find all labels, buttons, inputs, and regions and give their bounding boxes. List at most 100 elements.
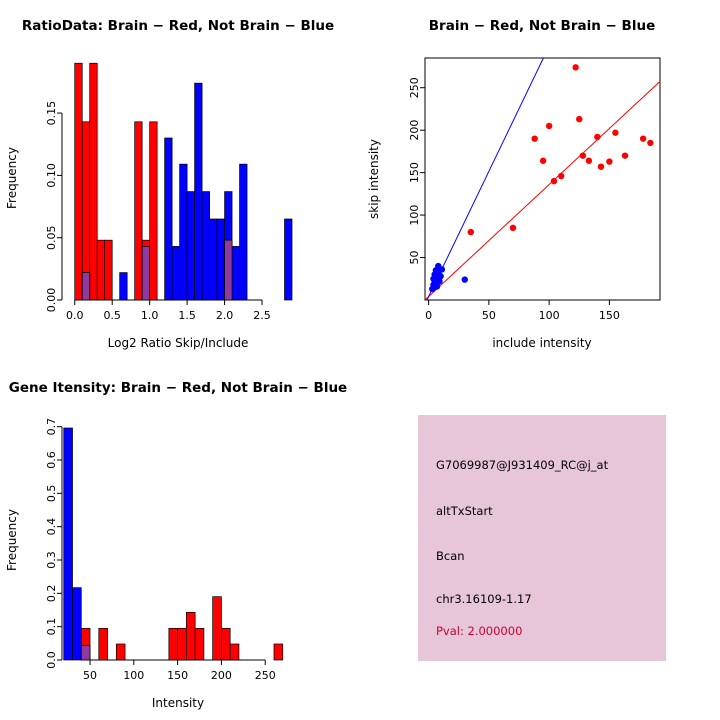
y-tick-label: 0.5 xyxy=(45,485,58,503)
x-tick-label: 50 xyxy=(482,309,496,322)
y-tick-label: 0.4 xyxy=(45,518,58,536)
hist-bar xyxy=(186,191,195,301)
x-tick-label: 250 xyxy=(255,669,276,682)
x-tick-label: 200 xyxy=(211,669,232,682)
hist-bar xyxy=(201,191,210,301)
hist-bar xyxy=(194,627,205,661)
data-point xyxy=(467,228,474,236)
y-tick-label: 0.6 xyxy=(45,451,58,469)
x-tick-label: 100 xyxy=(123,669,144,682)
hist-bar xyxy=(134,121,143,301)
gene-intensity-chart: Gene Itensity: Brain − Red, Not Brain − … xyxy=(5,380,347,710)
hist-bar xyxy=(177,627,187,661)
fit-line xyxy=(425,81,660,300)
y-tick-label: 0.00 xyxy=(45,288,58,313)
x-tick-label: 0 xyxy=(425,309,432,322)
data-point xyxy=(550,177,558,185)
hist-bar xyxy=(284,218,293,301)
hist-bar xyxy=(96,239,106,301)
data-point xyxy=(461,276,468,283)
hist-bar xyxy=(168,627,178,661)
panel-ratio-histogram: RatioData: Brain − Red, Not Brain − Blue… xyxy=(0,0,360,360)
data-point xyxy=(539,157,547,164)
hist-bar-overlap xyxy=(81,272,91,301)
hist-bar xyxy=(115,643,126,661)
hist-bar xyxy=(171,246,180,301)
hist-bar xyxy=(98,627,108,661)
x-tick-label: 100 xyxy=(539,309,560,322)
chart-title: Gene Itensity: Brain − Red, Not Brain − … xyxy=(9,380,347,396)
ratio-histogram-chart: RatioData: Brain − Red, Not Brain − Blue… xyxy=(5,18,334,350)
hist-bar-overlap xyxy=(80,645,91,661)
data-point xyxy=(531,135,538,142)
x-tick-label: 2.0 xyxy=(216,309,234,322)
hist-bar xyxy=(212,596,222,661)
y-axis-title: Frequency xyxy=(5,147,19,209)
data-point xyxy=(436,278,443,285)
x-tick-label: 1.0 xyxy=(141,309,159,322)
data-point xyxy=(606,158,613,165)
hist-bar xyxy=(239,163,248,301)
data-point xyxy=(579,152,587,159)
data-point xyxy=(597,163,605,170)
hist-bar xyxy=(119,272,128,301)
x-tick-label: 1.5 xyxy=(178,309,196,322)
y-tick-label: 0.15 xyxy=(45,101,58,126)
plot-area: 0 50 100 150 50 100 150 200 250 xyxy=(408,57,661,322)
x-tick-label: 0.0 xyxy=(66,309,84,322)
x-tick-label: 150 xyxy=(167,669,188,682)
x-tick-label: 150 xyxy=(599,309,620,322)
data-point xyxy=(509,224,517,232)
data-point xyxy=(433,283,441,290)
y-tick-label: 0.05 xyxy=(45,225,58,250)
y-tick-label: 0.0 xyxy=(45,651,58,669)
location-text: chr3.16109-1.17 xyxy=(436,592,532,606)
y-tick-label: 0.7 xyxy=(45,418,58,436)
panel-gene-intensity-histogram: Gene Itensity: Brain − Red, Not Brain − … xyxy=(0,360,360,720)
x-axis-title: Log2 Ratio Skip/Include xyxy=(108,336,249,350)
data-point xyxy=(572,64,579,71)
fit-line xyxy=(426,58,544,300)
chart-title: RatioData: Brain − Red, Not Brain − Blue xyxy=(22,18,334,34)
x-axis-title: include intensity xyxy=(492,336,591,350)
data-point xyxy=(647,139,654,147)
hist-bar xyxy=(72,587,82,661)
splice-type-text: altTxStart xyxy=(436,504,493,518)
hist-bar xyxy=(229,643,240,661)
hist-bar xyxy=(186,611,196,661)
y-tick-label: 100 xyxy=(408,205,421,226)
plot-area: 50 100 150 200 250 0.0 0.1 0.2 0.3 0.4 0.5 0.6 0.7 xyxy=(45,418,284,682)
y-tick-label: 0.10 xyxy=(45,163,58,188)
data-point xyxy=(639,135,647,142)
hist-bar xyxy=(194,82,203,301)
hist-bar xyxy=(231,246,240,301)
hist-bar-overlap xyxy=(224,239,233,301)
hist-bar-overlap xyxy=(141,246,151,301)
pval-text: Pval: 2.000000 xyxy=(436,624,523,638)
info-panel-box: G7069987@J931409_RC@j_at altTxStart Bcan… xyxy=(418,415,666,661)
y-tick-label: 200 xyxy=(408,120,421,141)
gene-name-text: Bcan xyxy=(436,549,465,563)
hist-bar xyxy=(63,427,73,661)
hist-bar xyxy=(273,643,284,661)
hist-bar xyxy=(221,627,231,661)
panel-intensity-scatter: Brain − Red, Not Brain − Blue include in… xyxy=(360,0,720,360)
x-axis-title: Intensity xyxy=(152,696,204,710)
hist-bar xyxy=(74,62,83,301)
data-point xyxy=(545,122,553,130)
y-tick-label: 0.2 xyxy=(45,585,58,603)
hist-bar xyxy=(89,62,98,301)
data-point xyxy=(557,172,565,180)
data-point xyxy=(576,115,583,123)
plot-area: 0.0 0.5 1.0 1.5 2.0 2.5 0.00 0.05 0.10 0.15 xyxy=(45,62,293,322)
y-axis-title: skip intensity xyxy=(367,139,381,219)
y-axis-title: Frequency xyxy=(5,509,19,571)
hist-bar xyxy=(179,163,188,301)
y-tick-label: 150 xyxy=(408,162,421,183)
data-point xyxy=(594,133,601,141)
data-point xyxy=(437,273,444,280)
data-point xyxy=(612,129,619,136)
hist-bar xyxy=(104,239,113,301)
probe-id-text: G7069987@J931409_RC@j_at xyxy=(436,458,609,472)
